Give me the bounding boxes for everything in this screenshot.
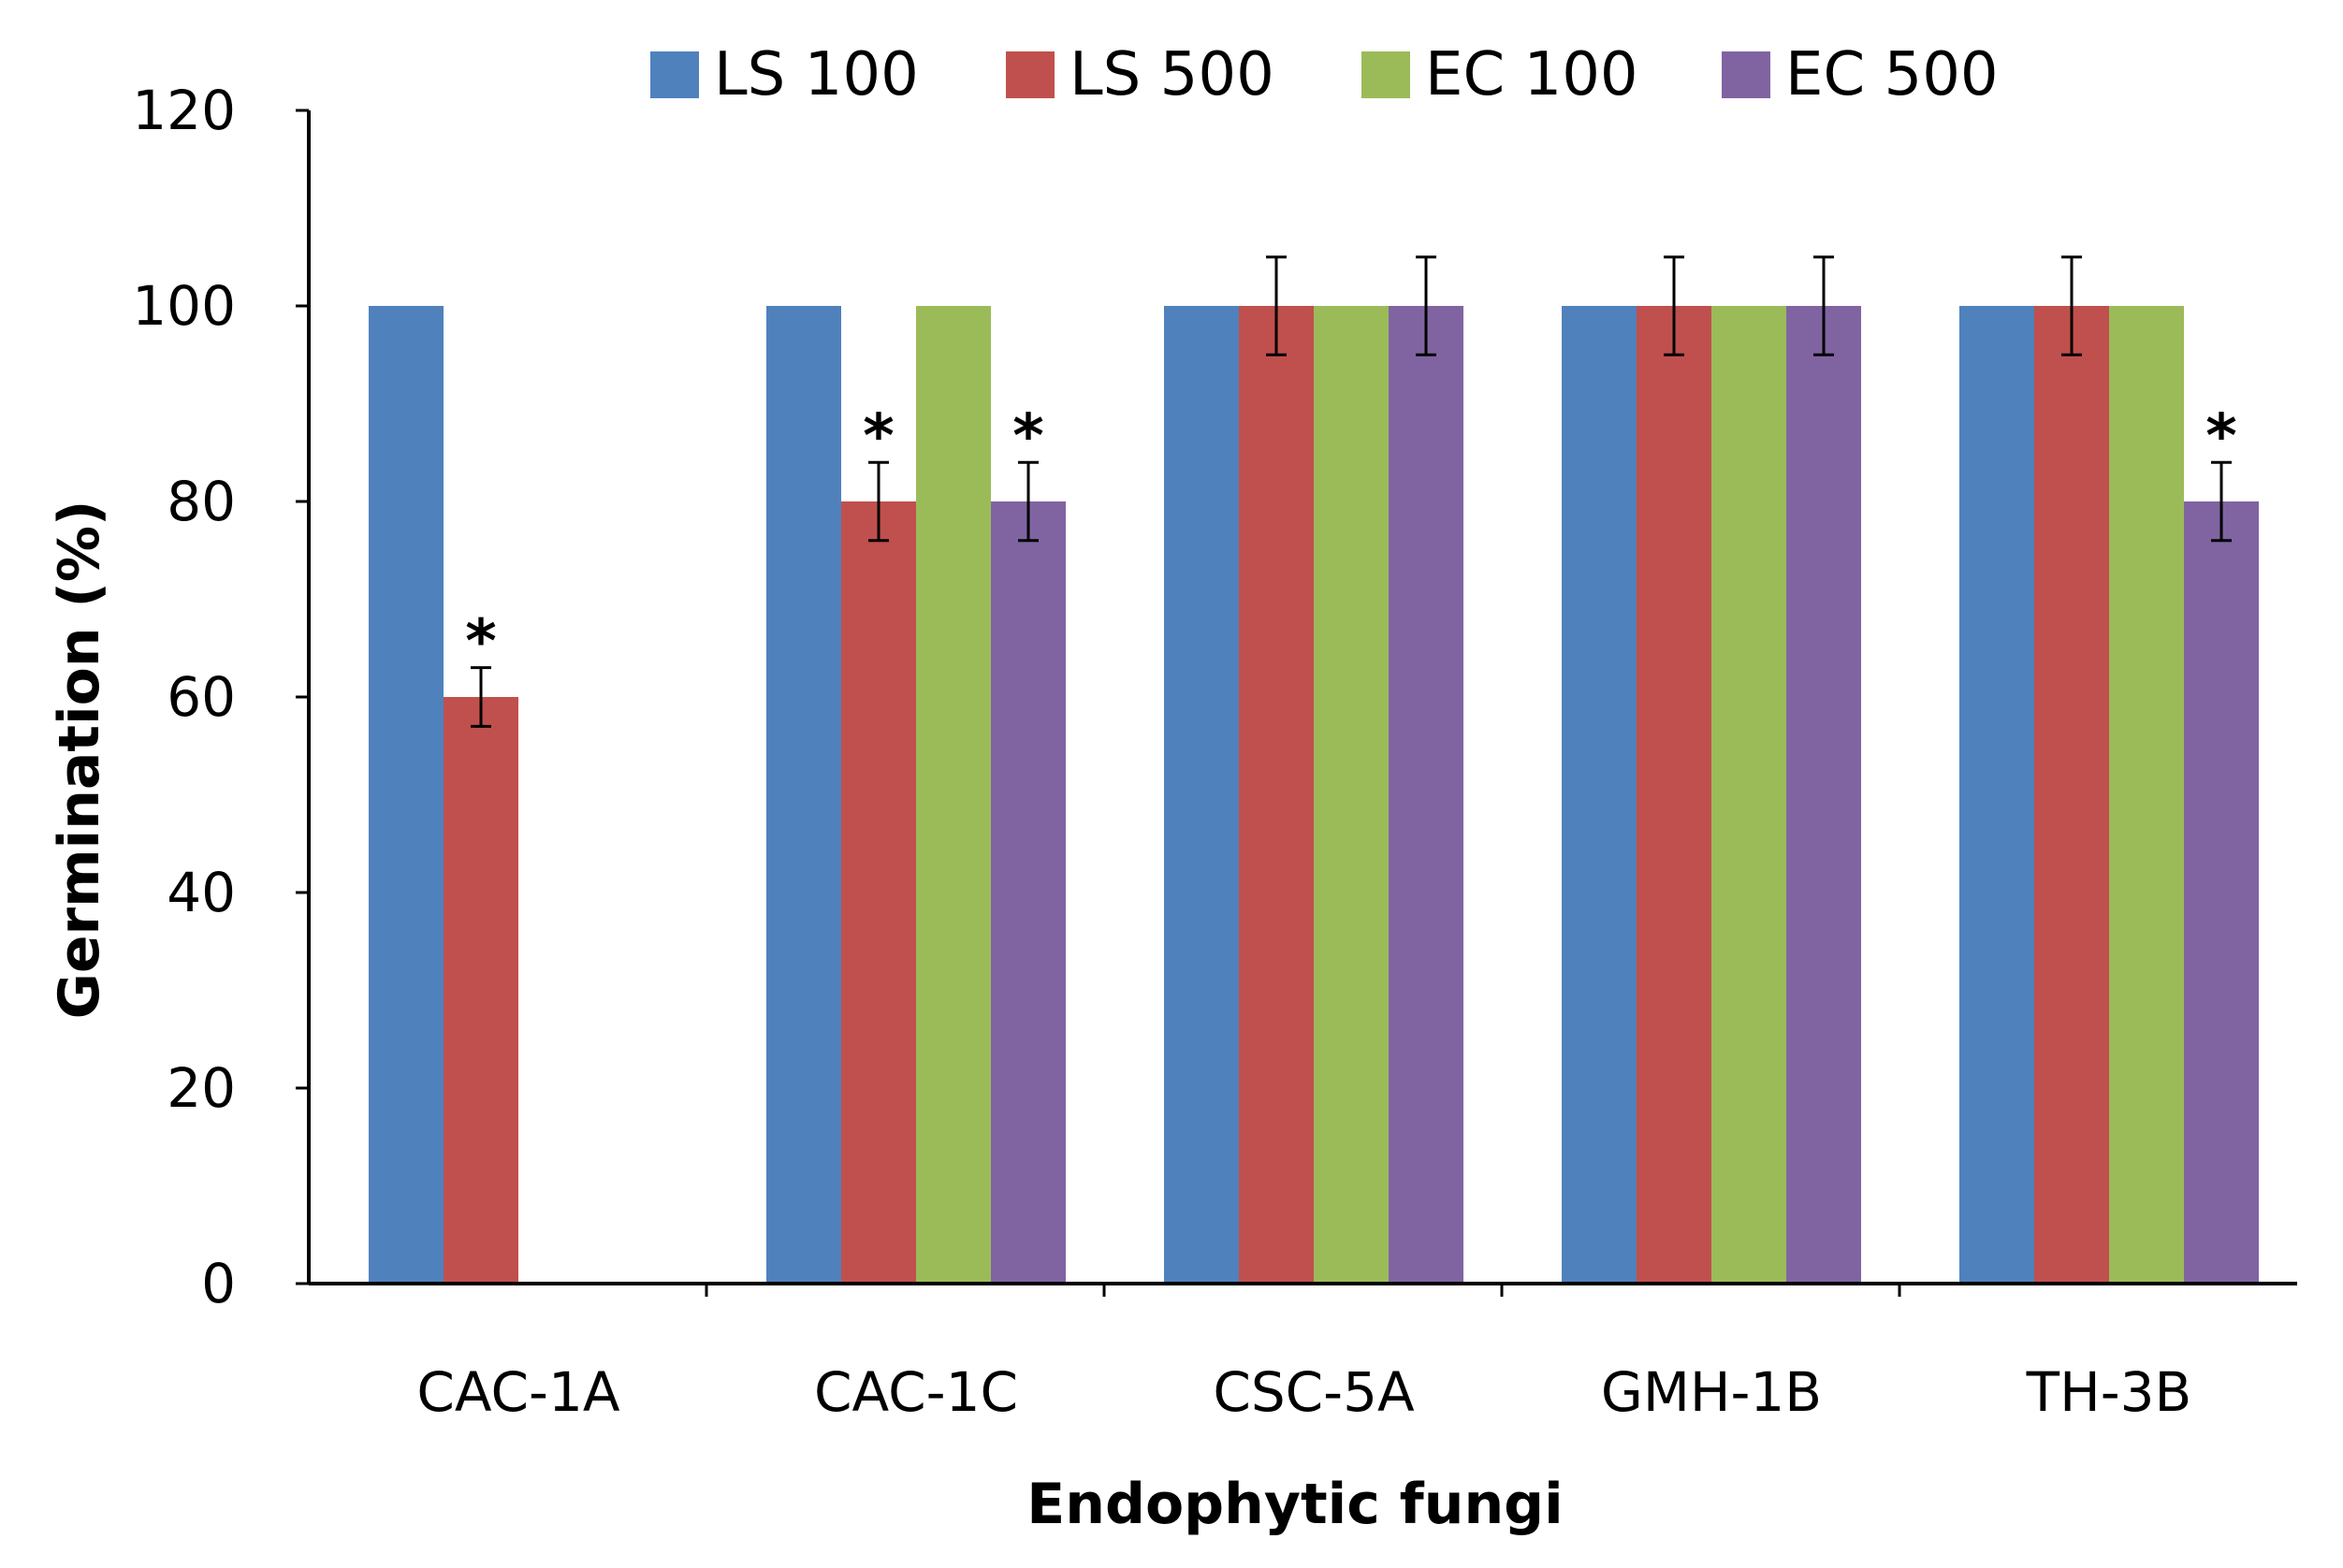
- bar-ec-100-gmh-1b: [1711, 306, 1786, 1284]
- bars-group: [369, 306, 2259, 1284]
- x-tick-label-csc-5a: CSC-5A: [1213, 1360, 1415, 1424]
- bar-ls-500-th-3b: [2034, 306, 2109, 1284]
- x-tick-label-th-3b: TH-3B: [2026, 1360, 2192, 1424]
- legend: LS 100 LS 500 EC 100 EC 500: [650, 40, 1999, 109]
- x-tick-label-gmh-1b: GMH-1B: [1601, 1360, 1822, 1424]
- legend-swatch-ec-500: [1722, 51, 1770, 98]
- bar-ls-500-cac-1c: [841, 501, 916, 1284]
- bar-ls-500-gmh-1b: [1637, 306, 1711, 1284]
- y-tick-label: 80: [167, 470, 236, 533]
- bar-ec-100-csc-5a: [1314, 306, 1389, 1284]
- y-tick-label: 100: [132, 274, 236, 338]
- y-tick-label: 20: [167, 1056, 236, 1120]
- bar-ls-500-csc-5a: [1239, 306, 1314, 1284]
- bar-ls-100-cac-1c: [766, 306, 841, 1284]
- legend-swatch-ec-100: [1361, 51, 1410, 98]
- bar-ls-100-cac-1a: [369, 306, 444, 1284]
- significance-star: *: [1012, 402, 1043, 472]
- bar-ls-100-csc-5a: [1164, 306, 1239, 1284]
- bar-ec-100-cac-1c: [916, 306, 991, 1284]
- bar-ec-500-cac-1c: [991, 501, 1066, 1284]
- y-tick-label: 120: [132, 79, 236, 142]
- significance-star: *: [2205, 402, 2236, 472]
- legend-swatch-ls-500: [1006, 51, 1055, 98]
- legend-label-ec-100: EC 100: [1425, 40, 1638, 109]
- significance-star: *: [863, 402, 894, 472]
- bar-ls-100-th-3b: [1959, 306, 2034, 1284]
- legend-label-ec-500: EC 500: [1785, 40, 1999, 109]
- x-tick-label-cac-1c: CAC-1C: [814, 1360, 1018, 1424]
- y-tick-label: 60: [167, 665, 236, 729]
- bar-ls-100-gmh-1b: [1562, 306, 1637, 1284]
- axes-group: 0 20 40 60 80 100 120 CAC-1A CAC-1C CSC-5A GMH-1B T…: [132, 79, 2297, 1424]
- bar-ec-500-csc-5a: [1389, 306, 1463, 1284]
- error-bars-group: [471, 255, 2232, 728]
- significance-star: *: [465, 608, 496, 677]
- y-axis-title: Germination (%): [47, 501, 112, 1020]
- legend-label-ls-500: LS 500: [1070, 40, 1274, 109]
- x-axis-title: Endophytic fungi: [1026, 1472, 1563, 1537]
- bar-ec-500-th-3b: [2184, 501, 2259, 1284]
- y-tick-label: 40: [167, 861, 236, 924]
- legend-label-ls-100: LS 100: [714, 40, 919, 109]
- x-tick-label-cac-1a: CAC-1A: [416, 1360, 619, 1424]
- bar-ls-500-cac-1a: [444, 697, 518, 1284]
- y-tick-label: 0: [201, 1252, 236, 1315]
- legend-swatch-ls-100: [650, 51, 699, 98]
- bar-ec-500-gmh-1b: [1786, 306, 1861, 1284]
- significance-markers-group: * * * *: [465, 402, 2236, 676]
- bar-ec-100-th-3b: [2109, 306, 2184, 1284]
